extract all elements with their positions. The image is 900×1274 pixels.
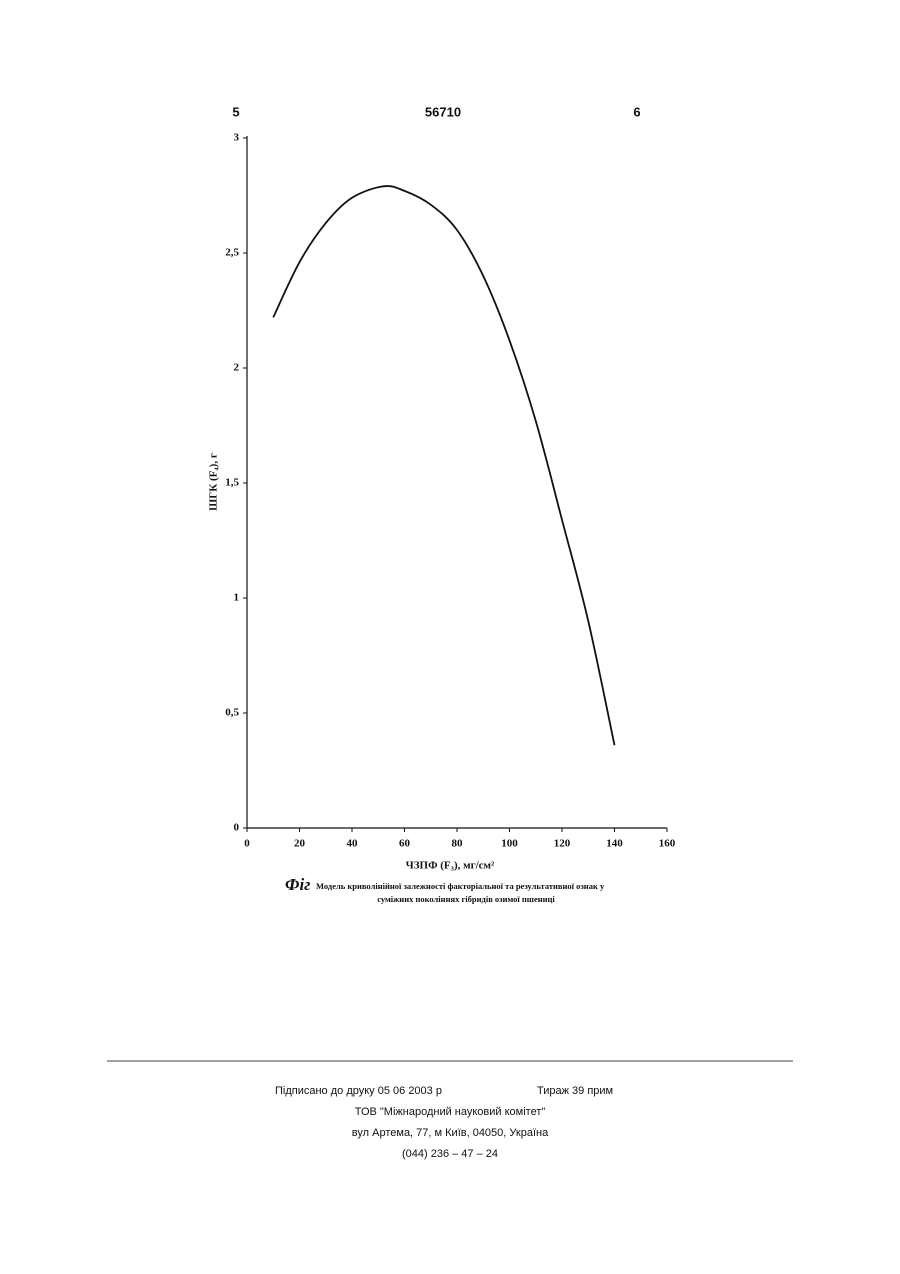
x-tick-label: 100 — [501, 838, 518, 850]
y-tick-label: 0,5 — [225, 707, 239, 719]
x-tick-label: 80 — [452, 838, 464, 850]
caption-line: Модель криволінійної залежності факторіа… — [316, 881, 605, 891]
x-tick-label: 140 — [606, 838, 623, 850]
y-tick-label: 0 — [234, 822, 240, 834]
x-tick-label: 120 — [554, 838, 571, 850]
x-tick-label: 60 — [399, 838, 411, 850]
footer-signed: Підписано до друку 05 06 2003 р — [275, 1085, 442, 1097]
page-number-left: 5 — [232, 104, 239, 119]
footer-phone: (044) 236 – 47 – 24 — [402, 1148, 498, 1160]
y-tick-label: 1 — [234, 592, 240, 604]
x-axis-label: ЧЗПФ (F₃), мг/см² — [406, 860, 495, 872]
caption-line: суміжних поколіннях гібридів озимої пшен… — [377, 894, 555, 904]
x-tick-label: 0 — [244, 838, 250, 850]
footer-print-run: Тираж 39 прим — [537, 1085, 613, 1097]
curve — [273, 186, 614, 745]
footer-publisher: ТОВ "Міжнародний науковий комітет" — [355, 1106, 546, 1118]
x-tick-label: 160 — [659, 838, 676, 850]
x-tick-label: 20 — [294, 838, 306, 850]
caption-label: Фіг — [285, 875, 310, 894]
footer-address: вул Артема, 77, м Київ, 04050, Україна — [352, 1127, 549, 1139]
y-tick-label: 2 — [234, 362, 240, 374]
x-tick-label: 40 — [347, 838, 359, 850]
page: 5 56710 6 ЧЗПФ (F₃), мг/см² ШГК (F₄), г … — [0, 0, 900, 1274]
page-number-right: 6 — [633, 104, 640, 119]
y-axis-label: ШГК (F₄), г — [208, 453, 220, 511]
y-tick-label: 3 — [234, 132, 240, 144]
y-tick-label: 2,5 — [225, 247, 239, 259]
y-tick-label: 1,5 — [225, 477, 239, 489]
patent-number: 56710 — [425, 104, 461, 119]
